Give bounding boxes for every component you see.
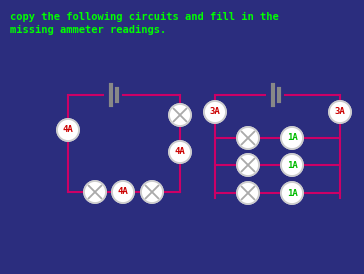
Circle shape [84, 181, 106, 203]
Text: 4A: 4A [175, 147, 185, 156]
Text: copy the following circuits and fill in the
missing ammeter readings.: copy the following circuits and fill in … [10, 12, 279, 35]
Circle shape [281, 154, 303, 176]
Circle shape [141, 181, 163, 203]
Text: 3A: 3A [210, 107, 220, 116]
Circle shape [204, 101, 226, 123]
Text: 4A: 4A [118, 187, 128, 196]
Circle shape [169, 104, 191, 126]
Circle shape [329, 101, 351, 123]
Circle shape [169, 141, 191, 163]
Circle shape [237, 154, 259, 176]
Circle shape [281, 127, 303, 149]
Circle shape [57, 119, 79, 141]
Text: 1A: 1A [286, 189, 297, 198]
Text: 1A: 1A [286, 161, 297, 170]
Text: 1A: 1A [286, 133, 297, 142]
Circle shape [112, 181, 134, 203]
Circle shape [237, 182, 259, 204]
Circle shape [237, 127, 259, 149]
Circle shape [281, 182, 303, 204]
Text: 3A: 3A [335, 107, 345, 116]
Text: 4A: 4A [63, 125, 74, 135]
